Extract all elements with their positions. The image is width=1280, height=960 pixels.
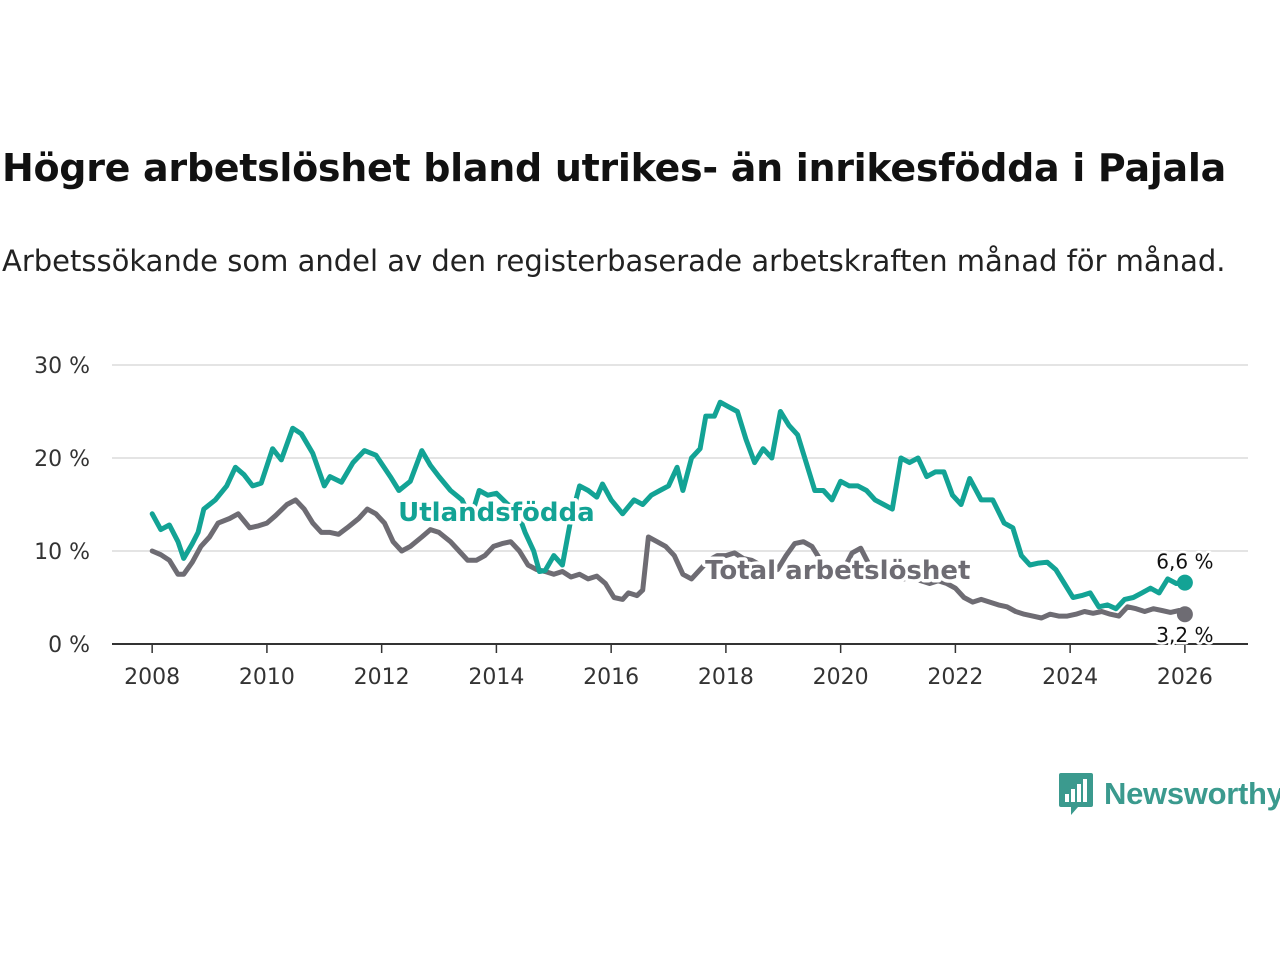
x-tick-label: 2022 bbox=[927, 665, 983, 690]
utlandsfodda-label: Utlandsfödda bbox=[398, 498, 595, 528]
chart-subtitle: Arbetssökande som andel av den registerb… bbox=[2, 244, 1226, 278]
y-tick-label: 0 % bbox=[48, 633, 90, 658]
x-axis: 2008 2010 2012 2014 2016 2018 2020 2022 2024 2026 bbox=[112, 643, 1248, 690]
utlandsfodda-end-label: 6,6 % bbox=[1156, 550, 1213, 574]
newsworthy-logo: Newsworthy bbox=[1058, 772, 1280, 816]
x-tick-label: 2018 bbox=[698, 665, 754, 690]
series-labels: 6,6 % 3,2 % Utlandsfödda Total arbetslöshet bbox=[395, 495, 1216, 650]
grid-lines bbox=[112, 364, 1248, 552]
chart-title: Högre arbetslöshet bland utrikes- än inr… bbox=[2, 146, 1226, 190]
x-tick-label: 2012 bbox=[354, 665, 410, 690]
total-arbetsloshet-end-label: 3,2 % bbox=[1156, 623, 1213, 647]
x-tick-label: 2024 bbox=[1042, 665, 1098, 690]
x-tick-label: 2008 bbox=[124, 665, 180, 690]
utlandsfodda-line bbox=[149, 399, 1188, 612]
series-lines bbox=[149, 399, 1188, 621]
brand-name: Newsworthy bbox=[1104, 776, 1280, 811]
bar-chart-speech-bubble-icon bbox=[1059, 773, 1093, 815]
x-tick-label: 2020 bbox=[813, 665, 869, 690]
y-axis-labels: 0 % 10 % 20 % 30 % bbox=[34, 354, 90, 658]
y-tick-label: 20 % bbox=[34, 447, 90, 472]
y-tick-label: 10 % bbox=[34, 540, 90, 565]
total-arbetsloshet-line bbox=[149, 497, 1188, 621]
x-tick-label: 2010 bbox=[239, 665, 295, 690]
x-tick-label: 2026 bbox=[1157, 665, 1213, 690]
x-tick-label: 2016 bbox=[583, 665, 639, 690]
total-arbetsloshet-label: Total arbetslöshet bbox=[705, 556, 970, 586]
y-tick-label: 30 % bbox=[34, 354, 90, 379]
utlandsfodda-end-marker bbox=[1176, 574, 1193, 591]
total-arbetsloshet-end-marker bbox=[1176, 606, 1193, 623]
x-tick-label: 2014 bbox=[468, 665, 524, 690]
